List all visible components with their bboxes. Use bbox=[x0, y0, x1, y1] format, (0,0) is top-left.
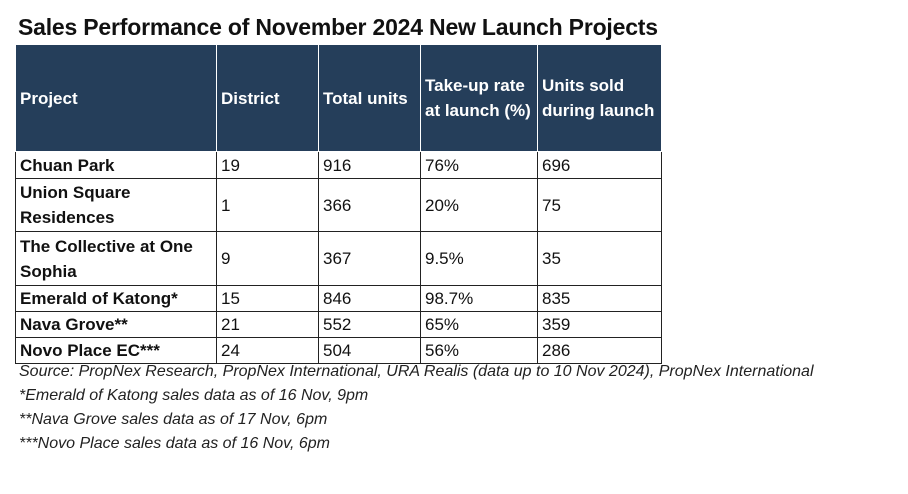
cell-take-up-rate: 98.7% bbox=[420, 285, 538, 312]
cell-total-units: 504 bbox=[318, 337, 421, 364]
cell-district: 21 bbox=[216, 311, 319, 338]
table-row: The Collective at One Sophia 9 367 9.5% … bbox=[15, 231, 662, 286]
cell-project: Nava Grove** bbox=[15, 311, 217, 338]
cell-total-units: 846 bbox=[318, 285, 421, 312]
footnotes: Source: PropNex Research, PropNex Intern… bbox=[19, 362, 814, 458]
cell-project: Emerald of Katong* bbox=[15, 285, 217, 312]
cell-take-up-rate: 9.5% bbox=[420, 231, 538, 286]
footnote-novo: ***Novo Place sales data as of 16 Nov, 6… bbox=[19, 435, 330, 452]
table-row: Chuan Park 19 916 76% 696 bbox=[15, 151, 662, 179]
table-row: Nava Grove** 21 552 65% 359 bbox=[15, 311, 662, 338]
table-row: Union Square Residences 1 366 20% 75 bbox=[15, 178, 662, 232]
cell-units-sold: 35 bbox=[537, 231, 662, 286]
cell-project: Chuan Park bbox=[15, 151, 217, 179]
cell-district: 9 bbox=[216, 231, 319, 286]
cell-take-up-rate: 56% bbox=[420, 337, 538, 364]
cell-total-units: 916 bbox=[318, 151, 421, 179]
cell-total-units: 552 bbox=[318, 311, 421, 338]
cell-take-up-rate: 76% bbox=[420, 151, 538, 179]
cell-district: 15 bbox=[216, 285, 319, 312]
source-note: Source: PropNex Research, PropNex Intern… bbox=[19, 363, 814, 380]
cell-district: 19 bbox=[216, 151, 319, 179]
sales-table: Project District Total units Take-up rat… bbox=[15, 44, 662, 364]
cell-project: Novo Place EC*** bbox=[15, 337, 217, 364]
cell-take-up-rate: 20% bbox=[420, 178, 538, 232]
header-project: Project bbox=[15, 44, 217, 152]
cell-total-units: 367 bbox=[318, 231, 421, 286]
cell-units-sold: 696 bbox=[537, 151, 662, 179]
cell-take-up-rate: 65% bbox=[420, 311, 538, 338]
cell-project: The Collective at One Sophia bbox=[15, 231, 217, 286]
cell-district: 1 bbox=[216, 178, 319, 232]
footnote-nava: **Nava Grove sales data as of 17 Nov, 6p… bbox=[19, 411, 328, 428]
table-row: Emerald of Katong* 15 846 98.7% 835 bbox=[15, 285, 662, 312]
header-total-units: Total units bbox=[318, 44, 421, 152]
page-title: Sales Performance of November 2024 New L… bbox=[18, 14, 658, 40]
table-row: Novo Place EC*** 24 504 56% 286 bbox=[15, 337, 662, 364]
cell-units-sold: 359 bbox=[537, 311, 662, 338]
cell-units-sold: 286 bbox=[537, 337, 662, 364]
cell-total-units: 366 bbox=[318, 178, 421, 232]
header-take-up-rate: Take-up rate at launch (%) bbox=[420, 44, 538, 152]
cell-project: Union Square Residences bbox=[15, 178, 217, 232]
cell-units-sold: 835 bbox=[537, 285, 662, 312]
table-header-row: Project District Total units Take-up rat… bbox=[15, 44, 662, 152]
footnote-emerald: *Emerald of Katong sales data as of 16 N… bbox=[19, 387, 369, 404]
header-units-sold: Units sold during launch bbox=[537, 44, 662, 152]
header-district: District bbox=[216, 44, 319, 152]
cell-district: 24 bbox=[216, 337, 319, 364]
cell-units-sold: 75 bbox=[537, 178, 662, 232]
